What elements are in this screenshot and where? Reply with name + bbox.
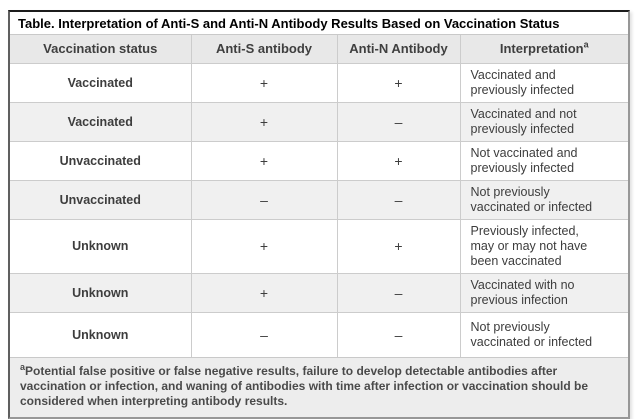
cell-interpretation: Vaccinated and not previously infected <box>459 101 628 141</box>
cell-vaccination-status: Unvaccinated <box>10 140 191 180</box>
cell-anti-s-result: + <box>190 140 337 180</box>
cell-anti-n-result: + <box>336 218 460 273</box>
cell-interpretation: Vaccinated and previously infected <box>459 62 628 102</box>
cell-anti-s-result: – <box>190 179 337 219</box>
table-row: Unvaccinated – – Not previously vaccinat… <box>10 179 628 219</box>
interpretation-footnote-marker: a <box>583 39 589 50</box>
cell-interpretation: Not previously vaccinated or infected <box>459 179 628 219</box>
col-header-vaccination-status: Vaccination status <box>10 35 191 63</box>
cell-anti-s-result: + <box>190 218 337 273</box>
col-header-anti-s: Anti-S antibody <box>190 35 337 63</box>
cell-vaccination-status: Vaccinated <box>10 101 191 141</box>
cell-anti-n-result: + <box>336 140 460 180</box>
cell-anti-s-result: + <box>190 62 337 102</box>
cell-interpretation: Vaccinated with no previous infection <box>459 272 628 312</box>
cell-vaccination-status: Unvaccinated <box>10 179 191 219</box>
col-header-anti-n: Anti-N Antibody <box>336 35 460 63</box>
antibody-results-table: Vaccination status Anti-S antibody Anti-… <box>10 35 628 357</box>
antibody-results-table-card: Table. Interpretation of Anti-S and Anti… <box>8 10 630 419</box>
cell-interpretation: Not vaccinated and previously infected <box>459 140 628 180</box>
table-row: Vaccinated + + Vaccinated and previously… <box>10 62 628 102</box>
col-header-interpretation-label: Interpretation <box>499 41 584 57</box>
footnote-text: Potential false positive or false negati… <box>20 364 589 408</box>
footnote-marker: a <box>20 362 26 372</box>
table-row: Unknown – – Not previously vaccinated or… <box>10 311 628 357</box>
table-footnote: aPotential false positive or false negat… <box>10 357 628 417</box>
cell-vaccination-status: Unknown <box>10 311 191 357</box>
cell-interpretation: Previously infected, may or may not have… <box>459 218 628 273</box>
cell-vaccination-status: Unknown <box>10 218 191 273</box>
cell-anti-s-result: + <box>190 101 337 141</box>
cell-interpretation: Not previously vaccinated or infected <box>459 311 628 357</box>
table-header-row: Vaccination status Anti-S antibody Anti-… <box>10 35 628 63</box>
cell-anti-n-result: – <box>336 272 460 312</box>
table-row: Unvaccinated + + Not vaccinated and prev… <box>10 140 628 180</box>
table-row: Vaccinated + – Vaccinated and not previo… <box>10 101 628 141</box>
cell-vaccination-status: Unknown <box>10 272 191 312</box>
cell-anti-s-result: – <box>190 311 337 357</box>
table-row: Unknown + – Vaccinated with no previous … <box>10 272 628 312</box>
cell-anti-n-result: – <box>336 311 460 357</box>
cell-anti-n-result: – <box>336 101 460 141</box>
cell-anti-n-result: + <box>336 62 460 102</box>
page: Table. Interpretation of Anti-S and Anti… <box>8 10 630 419</box>
cell-anti-n-result: – <box>336 179 460 219</box>
table-title: Table. Interpretation of Anti-S and Anti… <box>10 12 628 35</box>
table-row: Unknown + + Previously infected, may or … <box>10 218 628 273</box>
cell-anti-s-result: + <box>190 272 337 312</box>
cell-vaccination-status: Vaccinated <box>10 62 191 102</box>
col-header-interpretation: Interpretationa <box>459 35 628 63</box>
